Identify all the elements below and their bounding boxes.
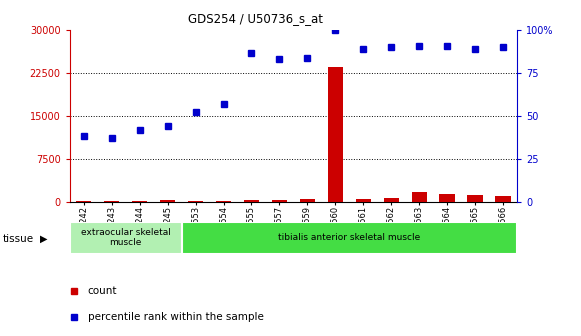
Bar	[439, 194, 455, 202]
Bar	[160, 200, 175, 202]
Text: GDS254 / U50736_s_at: GDS254 / U50736_s_at	[188, 12, 323, 25]
Bar	[383, 198, 399, 202]
Text: tissue: tissue	[3, 234, 34, 244]
Text: percentile rank within the sample: percentile rank within the sample	[88, 312, 264, 322]
Bar	[468, 195, 483, 202]
Bar	[181, 222, 517, 254]
Bar	[272, 200, 287, 202]
Bar	[411, 192, 427, 202]
Bar	[104, 201, 119, 202]
Bar	[188, 201, 203, 202]
Bar	[356, 199, 371, 202]
Text: tibialis anterior skeletal muscle: tibialis anterior skeletal muscle	[278, 233, 421, 242]
Bar	[328, 67, 343, 202]
Bar	[300, 200, 315, 202]
Text: extraocular skeletal
muscle: extraocular skeletal muscle	[81, 228, 171, 247]
Bar	[76, 201, 91, 202]
Bar	[244, 200, 259, 202]
Bar	[70, 222, 181, 254]
Bar	[216, 201, 231, 202]
Bar	[496, 196, 511, 202]
Text: count: count	[88, 287, 117, 296]
Bar	[132, 201, 148, 202]
Text: ▶: ▶	[40, 234, 47, 244]
